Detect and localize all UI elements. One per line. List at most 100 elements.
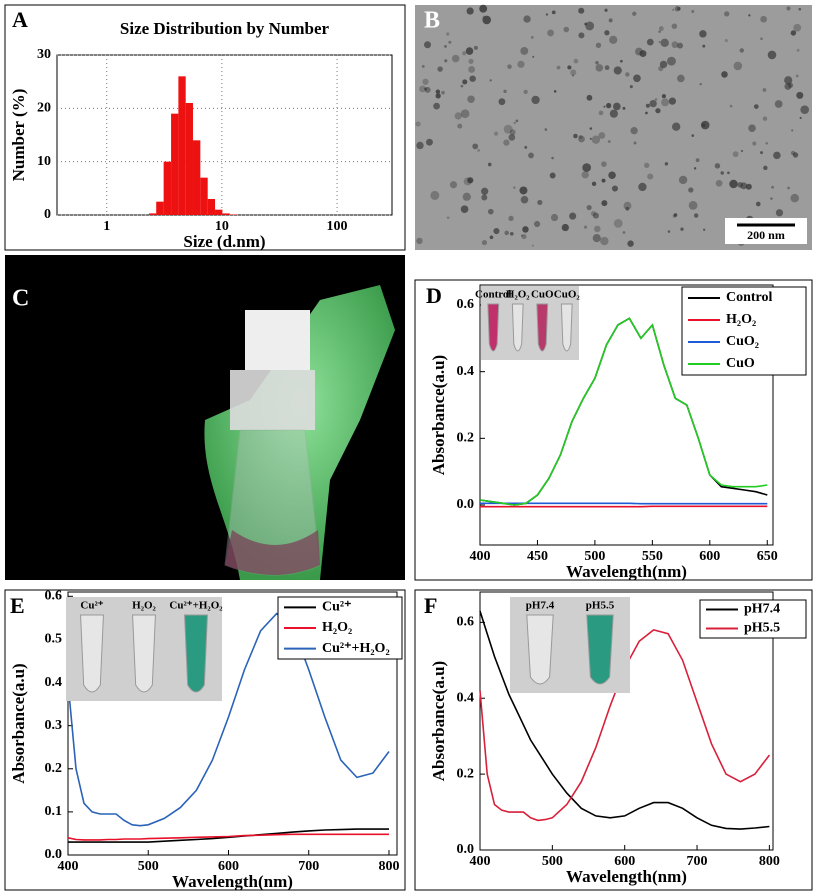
- tem-particle: [604, 8, 608, 12]
- tem-particle: [531, 244, 534, 247]
- tem-particle: [517, 60, 525, 68]
- tem-particle: [622, 106, 626, 110]
- tem-particle: [773, 151, 781, 160]
- tem-particle: [601, 200, 608, 207]
- tem-particle: [770, 197, 773, 200]
- tem-particle: [454, 112, 462, 120]
- tem-particle: [448, 40, 452, 44]
- tem-particle: [507, 64, 512, 69]
- tem-particle: [477, 149, 480, 152]
- series-line: [67, 833, 389, 841]
- y-tick-label: 0: [44, 207, 51, 222]
- bar: [171, 113, 179, 215]
- tem-particle: [752, 141, 757, 146]
- tem-particle: [643, 162, 650, 169]
- panel-letter: C: [12, 286, 29, 312]
- tem-particle: [699, 30, 707, 38]
- x-tick-label: 400: [470, 854, 491, 869]
- tem-particle: [509, 231, 514, 236]
- x-tick-label: 800: [759, 854, 780, 869]
- panel-letter: A: [12, 7, 28, 32]
- tem-particle: [633, 141, 637, 145]
- tem-particle: [534, 220, 541, 228]
- legend-label: CuO: [726, 356, 755, 371]
- tube: [536, 303, 549, 352]
- bar: [163, 161, 172, 215]
- tem-particle: [578, 135, 585, 143]
- tem-particle: [561, 223, 569, 232]
- tem-particle: [519, 186, 528, 195]
- tem-particle: [584, 22, 588, 26]
- tem-particle: [468, 66, 476, 73]
- tem-particle: [740, 182, 748, 190]
- tem-particle: [620, 59, 623, 63]
- tem-particle: [795, 74, 799, 78]
- tem-particle: [659, 60, 668, 69]
- tem-particle: [515, 119, 519, 123]
- tem-particle: [416, 141, 424, 150]
- tem-particle: [611, 185, 619, 192]
- tem-particle: [667, 56, 676, 66]
- tem-particle: [593, 225, 601, 233]
- tem-particle: [688, 187, 694, 193]
- tem-particle: [745, 183, 752, 190]
- tem-particle: [469, 75, 476, 82]
- bar: [229, 214, 237, 215]
- bar: [207, 199, 216, 215]
- bar: [222, 213, 230, 215]
- tem-particle: [775, 209, 784, 217]
- tem-particle: [508, 133, 516, 141]
- tem-particle: [467, 177, 474, 184]
- tem-particle: [592, 234, 601, 243]
- legend-box: [699, 599, 807, 639]
- tem-particle: [658, 26, 664, 31]
- tem-particle: [567, 65, 572, 70]
- tube: [586, 614, 614, 685]
- tem-particle: [578, 135, 583, 139]
- liquid: [225, 530, 320, 575]
- tem-particle: [462, 79, 468, 85]
- tem-particle: [729, 104, 733, 108]
- plot-area: [479, 284, 774, 546]
- inset-label: Cu²⁺: [80, 600, 103, 612]
- bottle-neck: [230, 370, 315, 430]
- tem-particle: [498, 98, 506, 106]
- tem-particle: [603, 105, 606, 108]
- tem-particle: [493, 131, 499, 136]
- series-line: [479, 610, 770, 830]
- x-tick-label: 600: [614, 854, 635, 869]
- tem-particle: [784, 82, 792, 90]
- tube: [560, 303, 573, 352]
- tem-particle: [613, 102, 621, 111]
- tem-particle: [421, 64, 425, 68]
- panel-frame: [414, 279, 813, 581]
- y-axis-label: Absorbance(a.u): [429, 661, 448, 781]
- tem-particle: [724, 38, 728, 43]
- tem-particle: [595, 42, 602, 48]
- tem-particle: [508, 215, 514, 222]
- tem-particle: [509, 129, 516, 136]
- tem-particle: [528, 152, 534, 159]
- tem-particle: [472, 143, 479, 150]
- series-line: [479, 317, 768, 506]
- tem-particle: [513, 121, 516, 125]
- tem-particle: [462, 51, 467, 56]
- tem-particle: [578, 7, 585, 14]
- tem-particle: [796, 48, 800, 52]
- tem-particle: [627, 240, 634, 247]
- tem-particle: [592, 212, 599, 219]
- y-tick-label: 0.4: [457, 364, 475, 379]
- x-axis-label: Wavelength(nm): [566, 867, 687, 886]
- y-tick-label: 30: [37, 47, 51, 62]
- y-tick-label: 0.6: [457, 615, 475, 630]
- tem-particle: [524, 145, 528, 149]
- y-tick-label: 0.2: [457, 766, 475, 781]
- tem-particle: [720, 171, 724, 175]
- tem-particle: [800, 105, 810, 114]
- tem-particle: [583, 225, 588, 229]
- tem-particle: [625, 72, 630, 77]
- tem-particle: [774, 100, 783, 108]
- y-tick-label: 0.4: [457, 690, 475, 705]
- tem-particle: [677, 6, 681, 11]
